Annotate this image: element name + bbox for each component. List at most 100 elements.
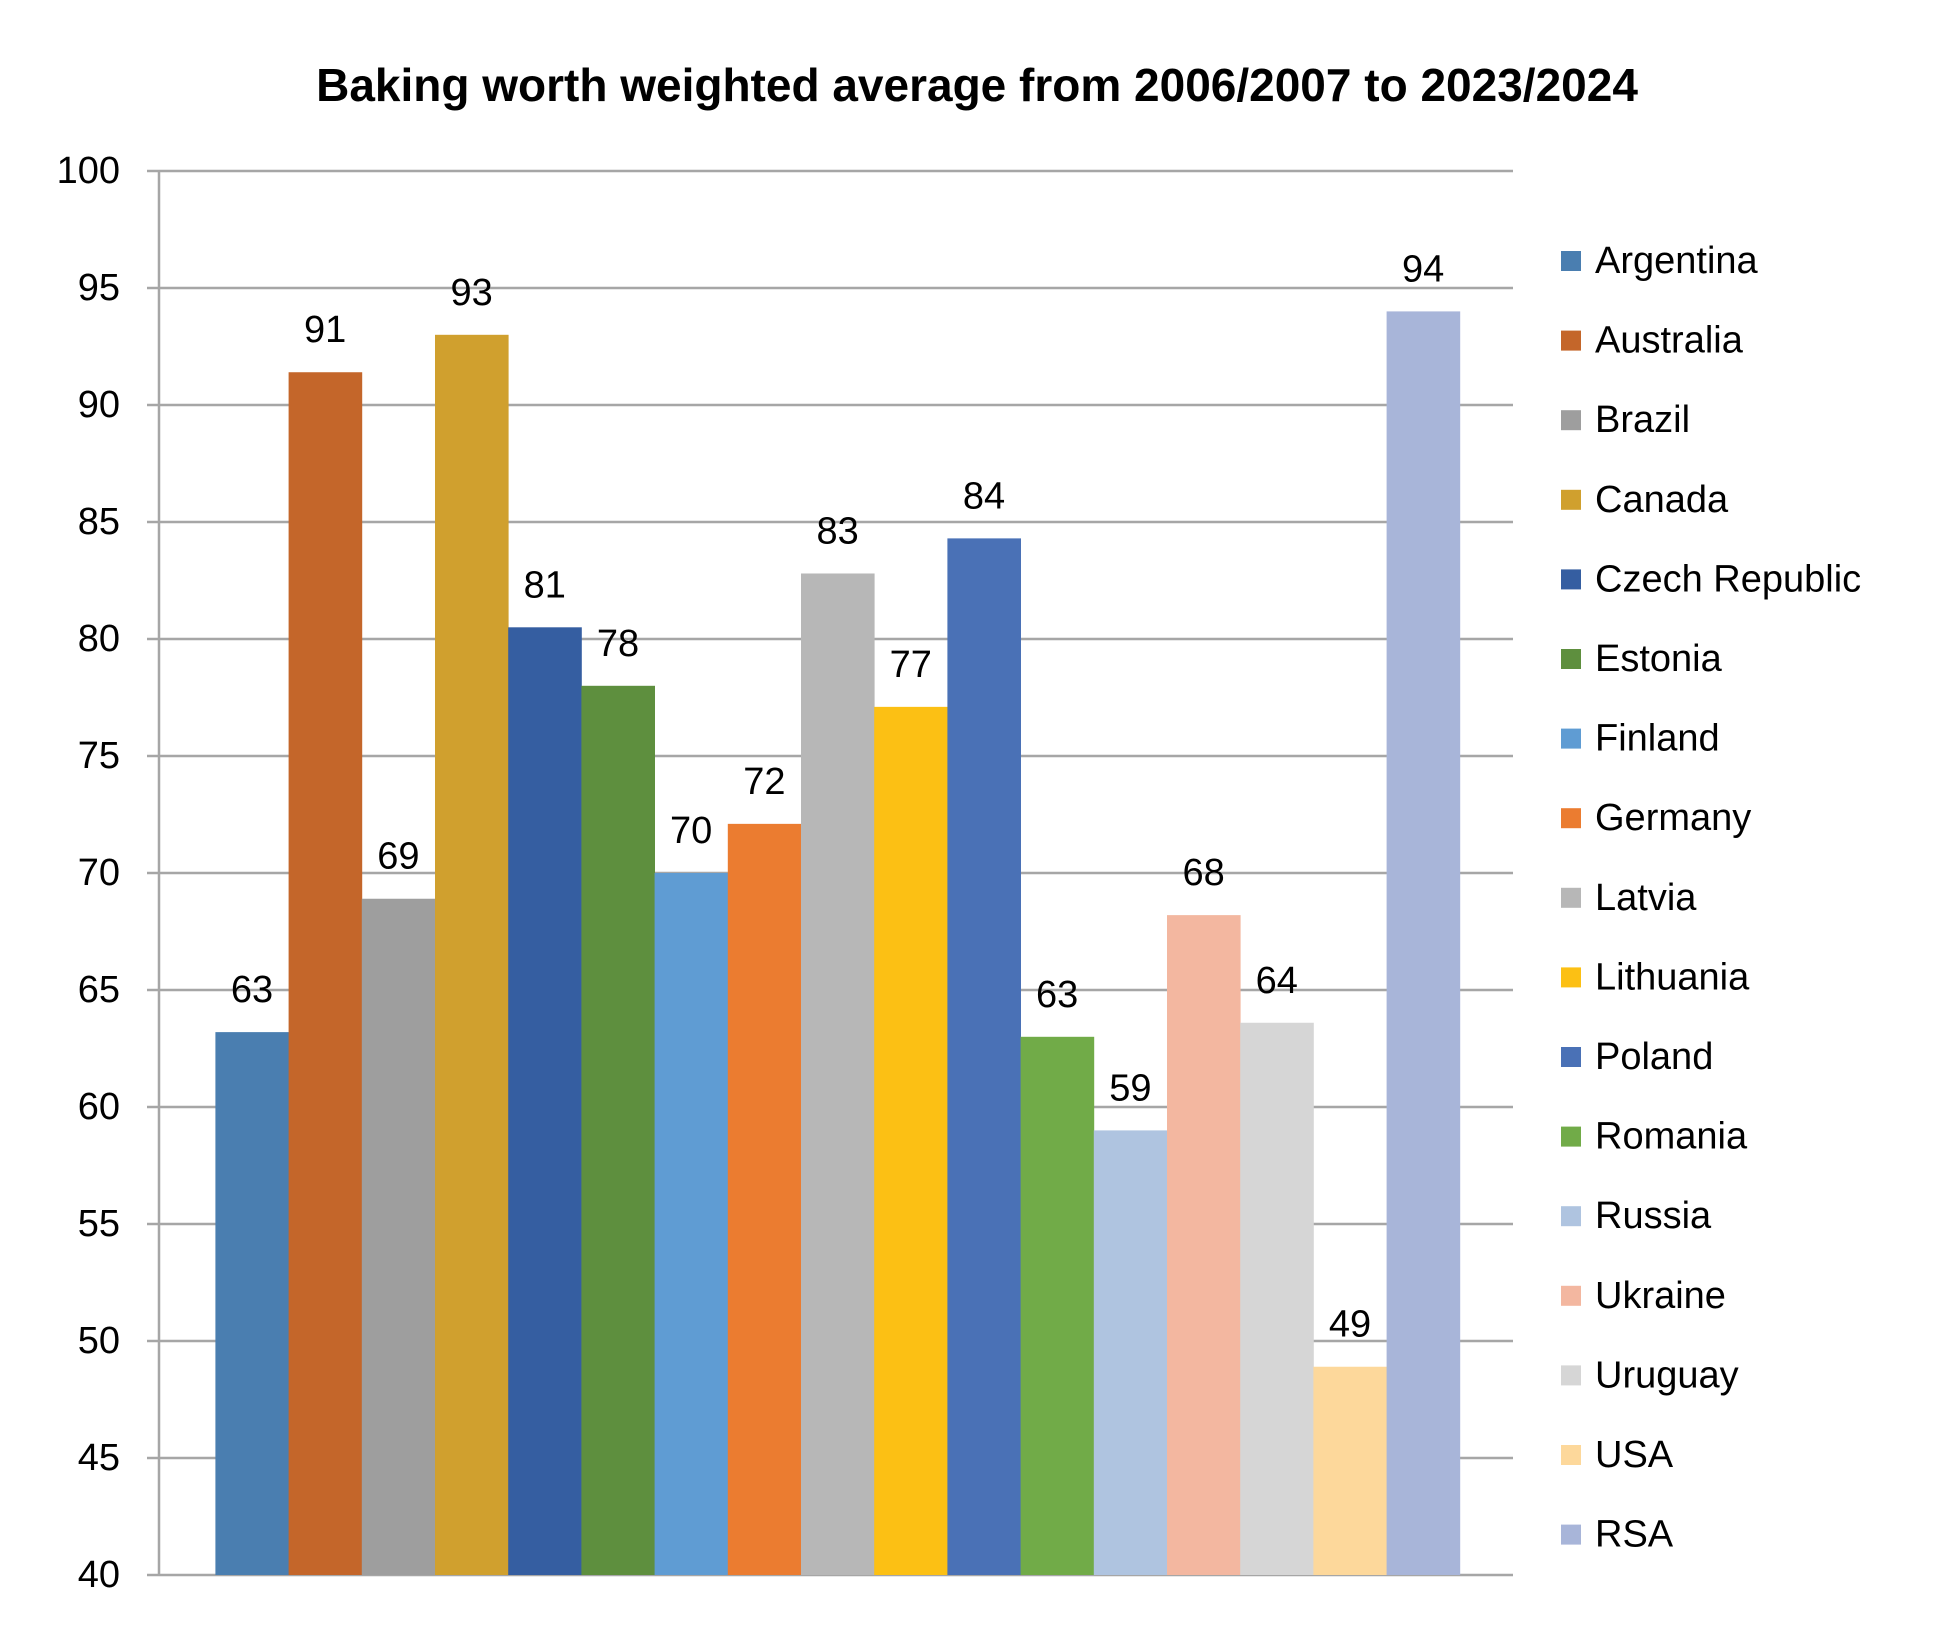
chart-title: Baking worth weighted average from 2006/… [316,59,1638,111]
legend-item-poland: Poland [1561,1036,1713,1078]
data-label-lithuania: 77 [890,644,932,686]
y-tick-label-90: 90 [78,384,120,426]
data-label-usa: 49 [1329,1304,1371,1346]
legend-item-australia: Australia [1561,320,1744,362]
data-label-latvia: 83 [816,510,858,552]
data-label-estonia: 78 [597,623,639,665]
legend-label-argentina: Argentina [1595,240,1759,282]
data-label-finland: 70 [670,810,712,852]
legend-item-germany: Germany [1561,797,1751,839]
y-tick-label-65: 65 [78,969,120,1011]
bars [215,311,1461,1575]
legend-label-germany: Germany [1595,797,1751,839]
legend-item-estonia: Estonia [1561,638,1723,680]
legend-swatch-germany [1561,808,1581,829]
legend-swatch-estonia [1561,649,1581,669]
y-tick-label-45: 45 [78,1437,120,1479]
legend-swatch-ukraine [1561,1285,1581,1306]
y-axis: 40 45 50 55 60 65 70 75 80 85 90 95 100 [57,150,161,1596]
bar-rsa [1386,311,1461,1575]
legend-item-ukraine: Ukraine [1561,1275,1726,1317]
legend-label-estonia: Estonia [1595,638,1723,680]
y-tick-label-60: 60 [78,1086,120,1128]
legend-swatch-romania [1561,1126,1581,1147]
legend-swatch-argentina [1561,251,1581,271]
bar-brazil [361,898,436,1575]
y-tick-label-40: 40 [78,1554,120,1596]
legend-item-usa: USA [1561,1434,1674,1476]
data-label-argentina: 63 [231,969,273,1011]
y-tick-label-100: 100 [57,150,120,192]
legend-label-latvia: Latvia [1595,877,1697,919]
bar-germany [727,823,802,1575]
data-label-czech-republic: 81 [524,564,566,606]
data-label-australia: 91 [304,309,346,351]
legend-label-finland: Finland [1595,718,1720,760]
data-label-ukraine: 68 [1182,852,1224,894]
legend-label-australia: Australia [1595,320,1744,362]
bar-poland [947,538,1021,1575]
bar-russia [1093,1130,1168,1575]
y-tick-label-95: 95 [78,267,120,309]
bar-canada [435,334,509,1575]
data-label-canada: 93 [450,272,492,314]
y-tick-label-80: 80 [78,618,120,660]
legend-swatch-usa [1561,1445,1581,1465]
legend-swatch-latvia [1561,887,1581,908]
legend-swatch-rsa [1561,1524,1581,1545]
legend-label-russia: Russia [1595,1195,1712,1237]
legend-item-uruguay: Uruguay [1561,1354,1739,1396]
legend-item-russia: Russia [1561,1195,1712,1237]
data-labels: 63 91 69 93 81 78 70 72 83 77 84 63 59 68 64 49 94 [231,248,1444,1345]
legend-item-finland: Finland [1561,718,1720,760]
y-tick-label-75: 75 [78,735,120,777]
bar-czech-republic [508,627,582,1575]
legend-swatch-lithuania [1561,967,1581,988]
legend-swatch-czech-republic [1561,569,1581,590]
legend-item-lithuania: Lithuania [1561,956,1750,998]
data-label-poland: 84 [963,475,1005,517]
data-label-rsa: 94 [1402,248,1444,290]
bar-australia [288,372,363,1575]
legend-swatch-brazil [1561,410,1581,431]
legend-label-czech-republic: Czech Republic [1595,558,1861,600]
bar-argentina [215,1032,289,1575]
data-label-brazil: 69 [377,836,419,878]
legend-label-poland: Poland [1595,1036,1713,1078]
data-label-romania: 63 [1036,974,1078,1016]
legend-swatch-canada [1561,489,1581,510]
legend-item-rsa: RSA [1561,1514,1674,1556]
y-tick-label-70: 70 [78,852,120,894]
y-tick-label-85: 85 [78,501,120,543]
bar-uruguay [1240,1022,1314,1575]
legend-label-rsa: RSA [1595,1514,1674,1556]
bar-estonia [581,685,655,1575]
legend-swatch-poland [1561,1047,1581,1067]
data-label-russia: 59 [1109,1067,1151,1109]
data-label-uruguay: 64 [1256,960,1298,1002]
legend-item-canada: Canada [1561,479,1729,521]
legend-label-lithuania: Lithuania [1595,956,1750,998]
bar-finland [654,873,729,1575]
legend-swatch-australia [1561,330,1581,351]
legend-item-argentina: Argentina [1561,240,1759,282]
y-tick-label-55: 55 [78,1203,120,1245]
legend-label-romania: Romania [1595,1116,1748,1158]
legend-swatch-russia [1561,1206,1581,1227]
bar-romania [1020,1036,1095,1575]
legend-label-uruguay: Uruguay [1595,1354,1739,1396]
bar-latvia [801,573,875,1575]
legend-label-usa: USA [1595,1434,1674,1476]
legend-label-canada: Canada [1595,479,1729,521]
bar-ukraine [1167,915,1241,1575]
legend-label-ukraine: Ukraine [1595,1275,1726,1317]
legend-item-brazil: Brazil [1561,399,1690,441]
legend: Argentina Australia Brazil Canada Czech Repu… [1561,240,1861,1556]
legend-swatch-finland [1561,728,1581,749]
legend-label-brazil: Brazil [1595,399,1690,441]
legend-item-romania: Romania [1561,1116,1748,1158]
bar-lithuania [874,706,948,1575]
legend-swatch-uruguay [1561,1365,1581,1386]
legend-item-czech-republic: Czech Republic [1561,558,1861,600]
